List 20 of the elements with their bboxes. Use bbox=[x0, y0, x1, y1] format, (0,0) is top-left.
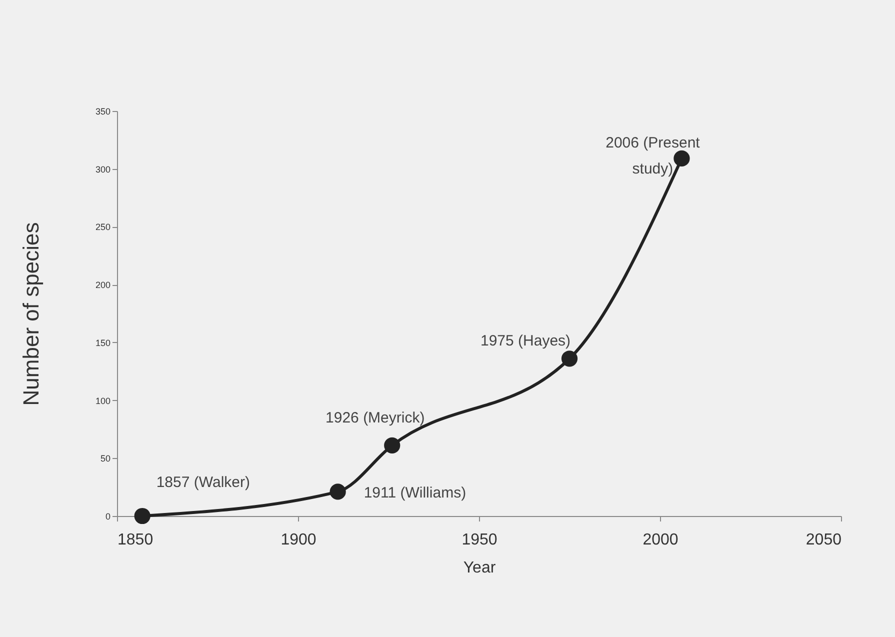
y-tick-label: 100 bbox=[95, 396, 110, 406]
y-tick-label: 300 bbox=[95, 164, 110, 174]
y-tick-label: 250 bbox=[95, 222, 110, 232]
annotation: 1857 (Walker) bbox=[156, 474, 250, 491]
y-tick-label: 150 bbox=[95, 338, 110, 348]
x-tick-label: 2000 bbox=[642, 532, 678, 548]
y-tick-label: 0 bbox=[105, 512, 110, 522]
x-axis-title: Year bbox=[463, 560, 496, 576]
y-tick-label: 200 bbox=[95, 280, 110, 290]
y-tick-label: 350 bbox=[95, 106, 110, 116]
annotation: 2006 (Present study) bbox=[606, 134, 701, 178]
y-axis-title: Number of species bbox=[18, 222, 44, 406]
y-tick-label: 50 bbox=[100, 454, 110, 464]
x-tick-label: 1950 bbox=[462, 532, 498, 548]
x-tick-label: 1850 bbox=[118, 532, 154, 548]
annotation: 1975 (Hayes) bbox=[480, 332, 571, 350]
annotation: 1911 (Williams) bbox=[364, 484, 466, 502]
annotation: 1926 (Meyrick) bbox=[326, 409, 425, 426]
x-tick-label: 2050 bbox=[806, 532, 842, 548]
x-tick-label: 1900 bbox=[280, 532, 316, 548]
